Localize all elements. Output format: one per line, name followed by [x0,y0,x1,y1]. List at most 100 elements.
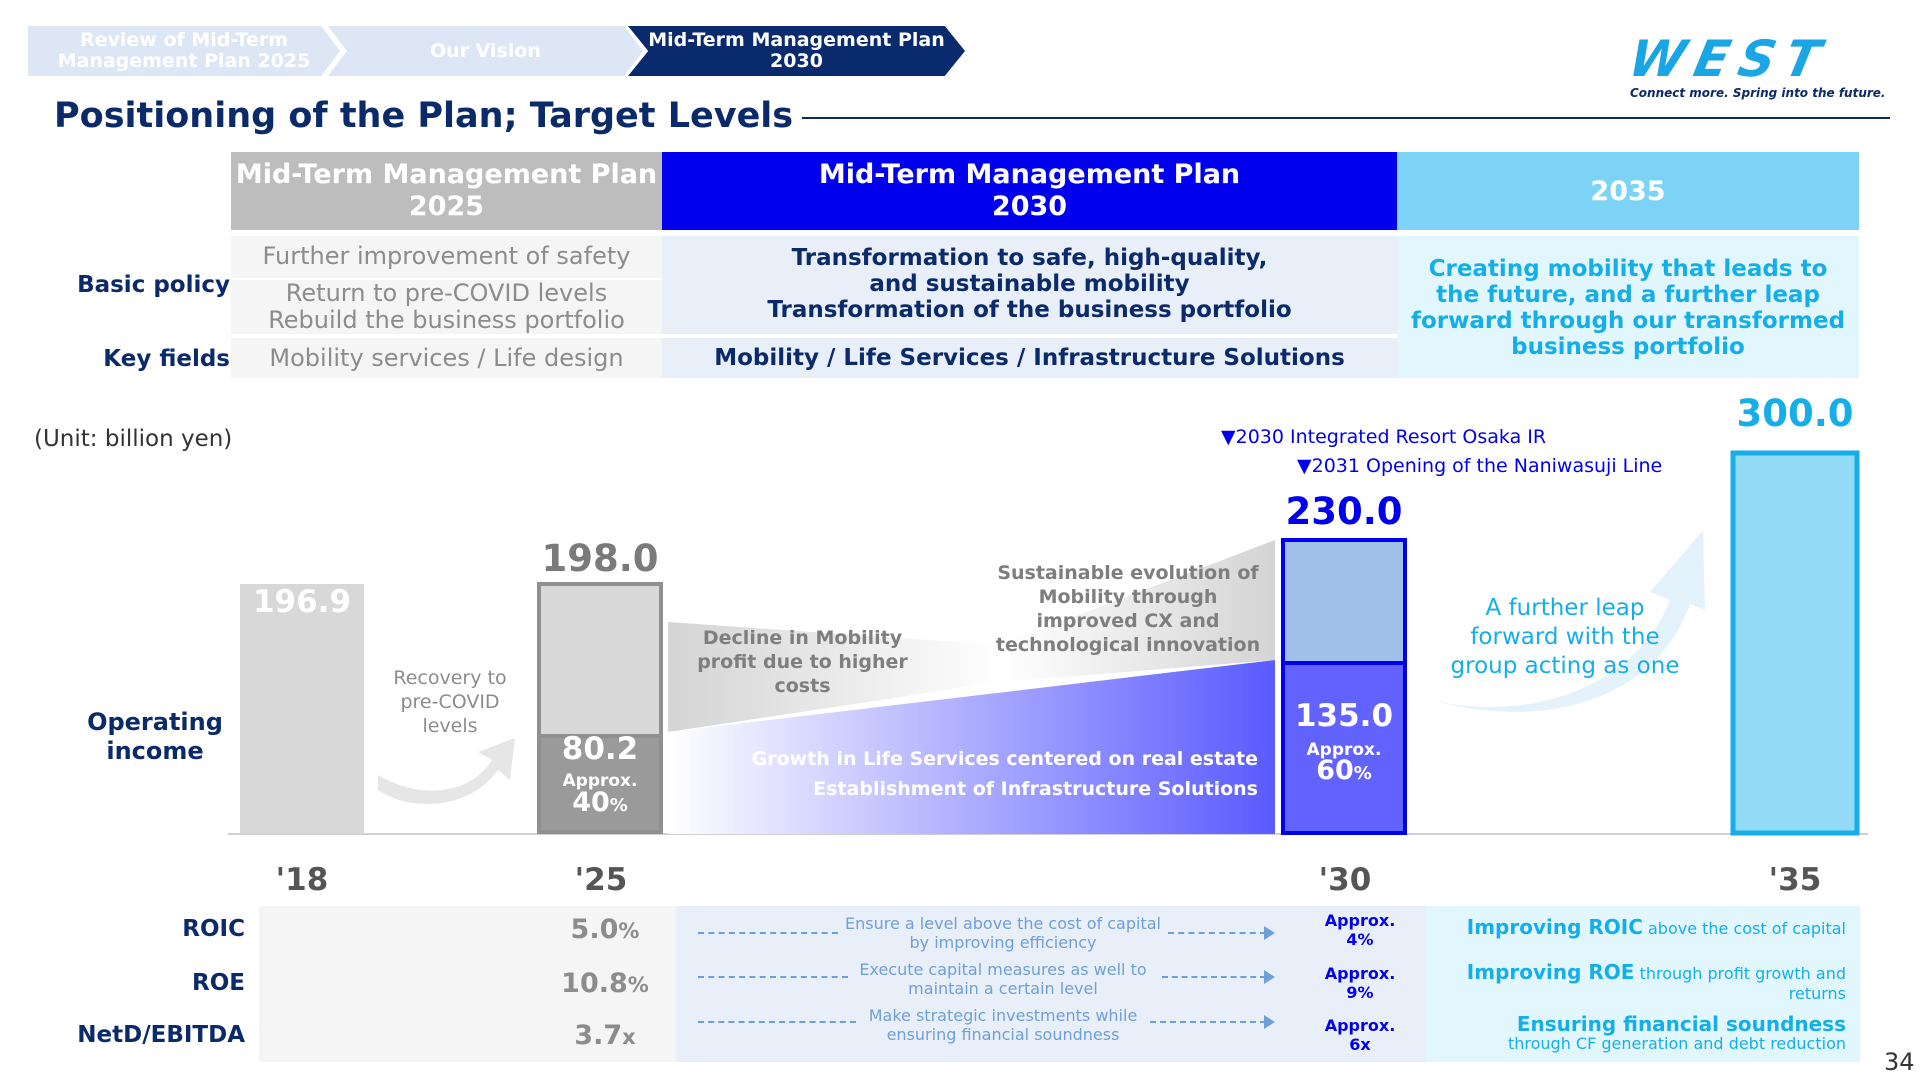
bar-35-total: 300.0 [1736,392,1854,435]
title-rule [802,117,1890,119]
value-line: 6x [1349,1035,1371,1054]
value-line: 9% [1346,983,1374,1002]
kpi-value-30: Approx. 6x [1300,1016,1420,1054]
kpi-row-roe: ROE 10.8% Execute capital measures as we… [0,958,1920,1010]
note-line: ensuring financial soundness [886,1025,1120,1044]
col2-policy-2: and sustainable mobility [869,271,1190,297]
annotation-line: costs [774,675,831,697]
operating-income-label: Operating income [70,708,240,766]
kpi-target-35: Improving ROIC above the cost of capital [1436,916,1846,940]
leap-annotation: A further leap forward with the group ac… [1430,594,1700,681]
bar-25-top [537,582,663,738]
kpi-unit: % [618,919,640,943]
target-rest: through CF generation and debt reduction [1507,1034,1846,1053]
mobility-wedge [668,540,1275,732]
col1-policy-2: Return to pre-COVID levels [285,279,608,307]
kpi-value-25: 10.8% [540,968,670,999]
kpi-arrow-dashes-2 [1162,976,1266,978]
header-plan-2030: Mid-Term Management Plan 2030 [662,152,1397,230]
event-ir: ▼2030 Integrated Resort Osaka IR [1221,426,1547,448]
growth-wedge [668,660,1275,834]
breadcrumb-label: Review of Mid-Term Management Plan 2025 [57,29,311,72]
page-number: 34 [1884,1048,1915,1076]
breadcrumb-our-vision[interactable]: Our Vision [328,26,643,76]
kpi-arrow-dashes-2 [1150,1021,1266,1023]
bar-30-approx: Approx. [1306,740,1382,760]
sustainable-annotation: Sustainable evolution of Mobility throug… [988,561,1268,657]
kpi-target-35: Improving ROE through profit growth and … [1436,962,1846,1004]
kpi-value-30: Approx. 9% [1300,964,1420,1002]
event-naniwasuji: ▼2031 Opening of the Naniwasuji Line [1297,455,1663,477]
breadcrumb-label: Mid-Term Management Plan 2030 [648,29,945,72]
target-rest: through profit growth and returns [1634,964,1846,1003]
bar-30-top [1281,538,1407,665]
note-line: by improving efficiency [909,933,1097,952]
col1-key-fields: Mobility services / Life design [269,344,624,372]
kpi-arrow-dashes [698,976,848,978]
header-label: Mid-Term Management Plan 2025 [235,159,658,222]
company-logo: WEST Connect more. Spring into the futur… [1624,30,1890,104]
note-line: Ensure a level above the cost of capital [845,914,1161,933]
kpi-bg-25 [259,906,676,1062]
pct-unit: % [609,795,628,816]
annotation-line: Decline in Mobility [702,627,903,649]
leap-arrow [1430,530,1705,712]
bar-25-pct: 40% [539,787,661,818]
annotation-line: Mobility through [1038,586,1218,608]
target-bold: Ensuring financial soundness [1516,1012,1846,1036]
annotation-line: improved CX and [1036,610,1220,632]
year-18: '18 [275,862,329,898]
bar-30-segment: 135.0 [1294,698,1394,734]
header-2035: 2035 [1397,152,1859,230]
target-rest: above the cost of capital [1642,919,1846,938]
col2-key-fields: Mobility / Life Services / Infrastructur… [714,345,1345,371]
kpi-value-25: 3.7x [540,1020,670,1051]
recovery-arrow [378,738,515,804]
col2-policy-3: Transformation of the business portfolio [767,297,1292,323]
col3-policy: Creating mobility that leads to the futu… [1410,256,1846,360]
kpi-note: Ensure a level above the cost of capital… [838,914,1168,952]
year-30: '30 [1318,862,1372,898]
value-line: Approx. [1324,911,1396,930]
breadcrumb-label: Our Vision [430,39,541,62]
bar-30-total: 230.0 [1285,490,1403,533]
bar-30-pct: 60% [1283,755,1405,786]
kpi-number: 10.8 [561,968,628,999]
value-line: Approx. [1324,1016,1396,1035]
bar-18 [240,584,364,834]
kpi-note: Make strategic investments while ensurin… [856,1006,1150,1044]
kpi-arrow-dashes-2 [1168,932,1266,934]
breadcrumb-review-2025[interactable]: Review of Mid-Term Management Plan 2025 [28,26,340,76]
annotation-line: forward with the [1470,624,1660,650]
kpi-label: ROE [192,970,245,996]
col3-policy-cell [1397,236,1859,378]
kpi-value-30: Approx. 4% [1300,911,1420,949]
annotation-line: levels [422,715,478,737]
logo-tagline: Connect more. Spring into the future. [1630,86,1886,100]
col2-policy-cell [662,236,1397,334]
col2-policy-1: Transformation to safe, high-quality, [791,245,1268,271]
unit-label: (Unit: billion yen) [34,426,233,452]
year-25: '25 [574,862,628,898]
kpi-row-netd-ebitda: NetD/EBITDA 3.7x Make strategic investme… [0,1006,1920,1062]
kpi-bg-35 [1426,906,1860,1062]
row-label-key-fields: Key fields [103,346,230,372]
header-label: Mid-Term Management Plan 2030 [818,159,1241,222]
bar-25-total: 198.0 [541,537,659,580]
annotation-line: technological innovation [995,634,1261,656]
col1-policy-cell-2 [231,280,662,334]
bar-18-value: 196.9 [252,584,352,620]
breadcrumb-plan-2030[interactable]: Mid-Term Management Plan 2030 [628,26,965,76]
label-line: Operating [87,708,223,736]
kpi-label: ROIC [182,916,245,942]
col2-key-cell [662,338,1397,378]
pct-value: 60 [1316,755,1354,786]
annotation-line: Sustainable evolution of [997,562,1259,584]
note-line: Make strategic investments while [868,1006,1138,1025]
header-label: 2035 [1590,175,1666,207]
kpi-number: 3.7 [574,1020,623,1051]
bar-30-bottom [1281,661,1407,835]
annotation-line: pre-COVID [400,691,500,713]
col1-policy-cell [231,236,662,278]
